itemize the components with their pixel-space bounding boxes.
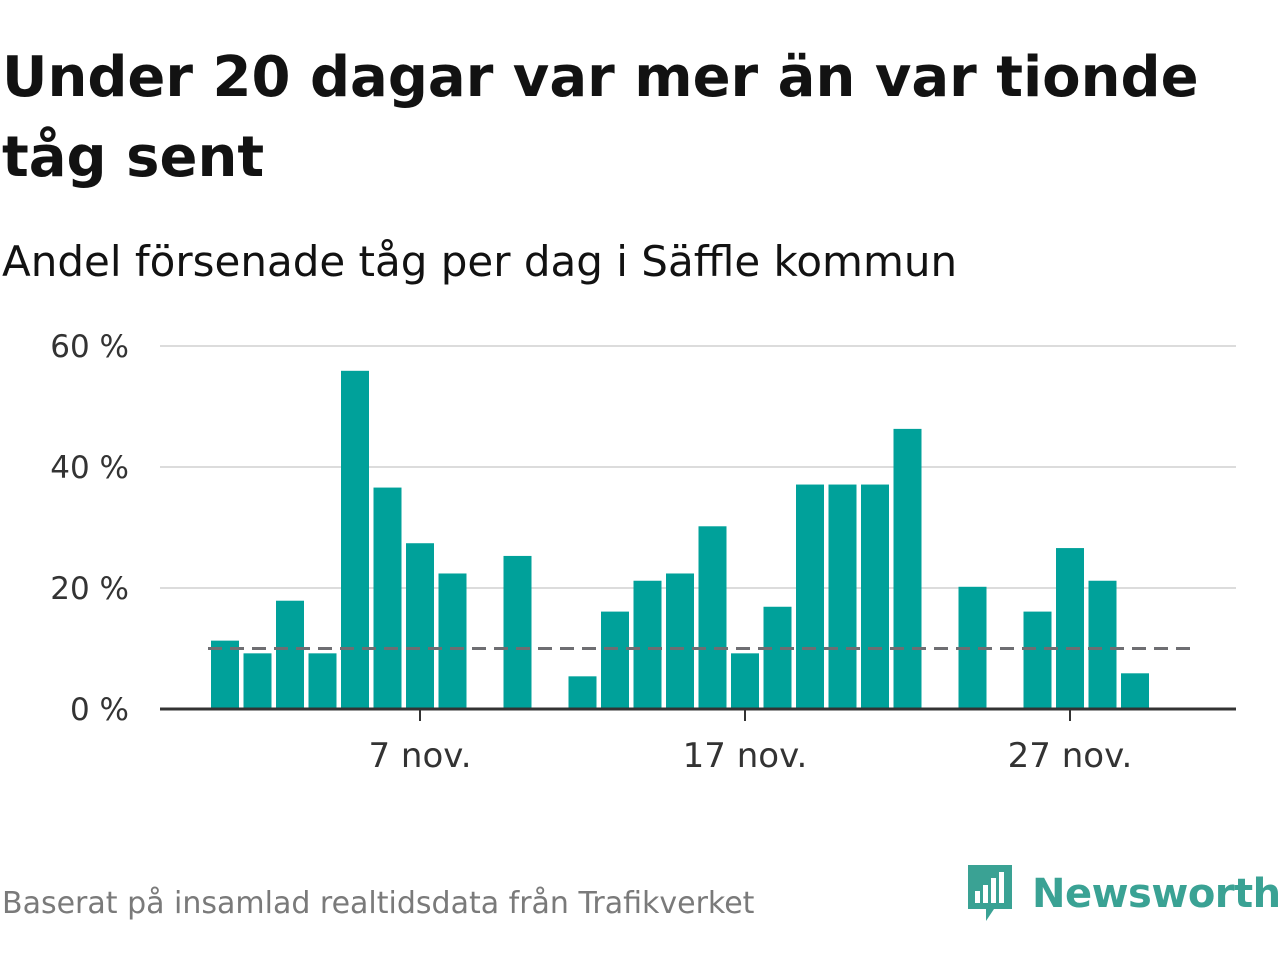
x-tick-label: 7 nov. bbox=[368, 736, 471, 776]
bar bbox=[1056, 548, 1084, 709]
bar bbox=[893, 428, 922, 709]
y-tick-label: 60 % bbox=[50, 329, 129, 365]
bar bbox=[438, 573, 467, 709]
chart-subtitle: Andel försenade tåg per dag i Säffle kom… bbox=[2, 237, 958, 286]
chart-title: Under 20 dagar var mer än var tionde tåg… bbox=[2, 45, 1199, 190]
y-axis-labels: 0 % 20 % 40 % 60 % bbox=[50, 329, 129, 728]
bar bbox=[276, 600, 304, 709]
bar bbox=[861, 484, 889, 709]
bar bbox=[503, 555, 532, 709]
x-tick-label: 17 nov. bbox=[683, 736, 808, 776]
bar bbox=[698, 526, 727, 709]
source-note: Baserat på insamlad realtidsdata från Tr… bbox=[2, 886, 755, 921]
y-tick-label: 40 % bbox=[50, 450, 129, 486]
bar bbox=[796, 484, 824, 709]
brand-name: Newsworthy bbox=[1032, 871, 1280, 917]
bar bbox=[373, 487, 402, 709]
bar bbox=[1121, 673, 1149, 709]
bars bbox=[211, 370, 1149, 709]
newsworthy-logo-icon bbox=[968, 865, 1012, 921]
bar bbox=[828, 484, 857, 709]
bar bbox=[568, 676, 597, 709]
y-tick-label: 20 % bbox=[50, 571, 129, 607]
bar bbox=[341, 370, 369, 709]
bar bbox=[633, 580, 662, 709]
brand-logo[interactable]: Newsworthy bbox=[964, 862, 1280, 926]
bar bbox=[308, 653, 337, 709]
bar bbox=[211, 640, 239, 709]
bar-chart: 0 % 20 % 40 % 60 % 7 nov. 17 nov. 27 nov. bbox=[50, 329, 1236, 776]
bar bbox=[1023, 611, 1052, 709]
bar bbox=[406, 543, 434, 709]
x-axis: 7 nov. 17 nov. 27 nov. bbox=[160, 707, 1236, 776]
bar bbox=[1088, 580, 1117, 709]
bar bbox=[763, 606, 792, 709]
x-tick-label: 27 nov. bbox=[1008, 736, 1133, 776]
y-tick-label: 0 % bbox=[70, 692, 129, 728]
bar bbox=[731, 653, 759, 709]
bar bbox=[243, 653, 272, 709]
bar bbox=[666, 573, 694, 709]
bar bbox=[601, 611, 629, 709]
